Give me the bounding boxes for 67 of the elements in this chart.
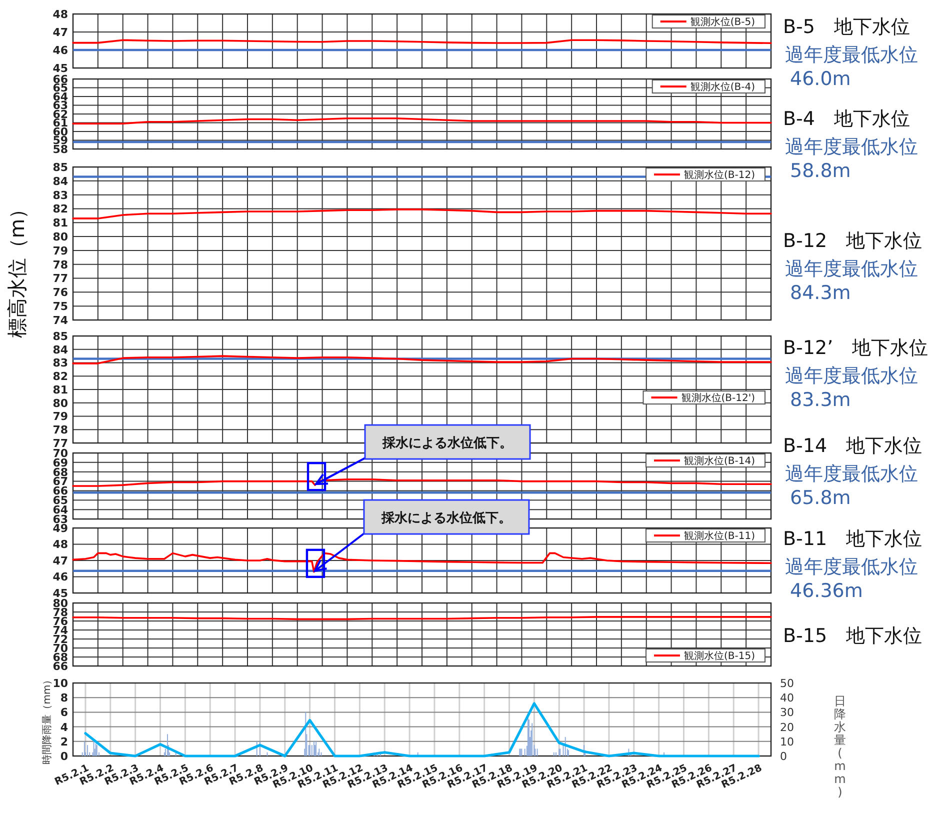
y2-axis-title: 日降水量(mm) bbox=[834, 694, 846, 799]
y-tick-label: 81 bbox=[52, 216, 68, 230]
y-tick-label: 45 bbox=[52, 586, 68, 600]
y-tick-label: 82 bbox=[52, 370, 68, 384]
y-tick-label: 77 bbox=[52, 436, 68, 450]
y2-tick-label: 20 bbox=[780, 720, 794, 734]
text: B-15 地下水位 bbox=[783, 625, 922, 647]
legend-label: 観測水位(B-5) bbox=[690, 16, 756, 28]
text: B-12 地下水位 bbox=[783, 230, 922, 252]
y-tick-label: 79 bbox=[52, 410, 68, 424]
y-tick-label: 78 bbox=[52, 424, 68, 437]
y-tick-label: 78 bbox=[52, 258, 68, 272]
ref-line-label: 過年度最低水位 83.3m bbox=[785, 365, 918, 411]
y-tick-label: 6 bbox=[60, 706, 68, 720]
y-tick-label: 46 bbox=[52, 570, 68, 584]
legend-label: 観測水位(B-12') bbox=[681, 392, 756, 404]
ref-line-label: 過年度最低水位 84.3m bbox=[785, 258, 918, 304]
legend-label: 観測水位(B-11) bbox=[684, 530, 756, 542]
y-tick-label: 77 bbox=[52, 272, 68, 286]
y-tick-label: 47 bbox=[52, 26, 68, 39]
text: B-14 地下水位 bbox=[783, 435, 922, 457]
y-tick-label: 83 bbox=[52, 356, 68, 370]
y-tick-label: 2 bbox=[60, 735, 68, 748]
y-tick-label: 81 bbox=[52, 383, 68, 396]
ref-line-label: 過年度最低水位 65.8m bbox=[785, 463, 918, 509]
y2-tick-label: 40 bbox=[780, 692, 794, 705]
y-tick-label: 76 bbox=[52, 286, 68, 300]
y-tick-label: 47 bbox=[52, 554, 68, 568]
y-tick-label: 4 bbox=[60, 720, 68, 734]
y-tick-label: 82 bbox=[52, 202, 68, 216]
y-tick-label: 83 bbox=[52, 188, 68, 202]
legend-label: 観測水位(B-15) bbox=[684, 650, 756, 662]
y-tick-label: 80 bbox=[52, 230, 68, 244]
ref-line-label: 過年度最低水位 58.8m bbox=[785, 136, 918, 182]
text: B-12’ 地下水位 bbox=[783, 337, 928, 359]
legend-label: 観測水位(B-14) bbox=[684, 455, 756, 467]
ref-line-label: 過年度最低水位 46.0m bbox=[785, 44, 918, 90]
ref-line-label: 過年度最低水位 46.36m bbox=[785, 556, 918, 602]
text: B-4 地下水位 bbox=[783, 108, 910, 130]
y-tick-label: 45 bbox=[52, 62, 68, 75]
y-tick-label: 85 bbox=[52, 160, 68, 174]
y-tick-label: 84 bbox=[52, 343, 68, 356]
y2-tick-label: 0 bbox=[780, 750, 787, 763]
y-tick-label: 74 bbox=[52, 314, 68, 327]
y-tick-label: 75 bbox=[52, 300, 68, 314]
y-tick-label: 10 bbox=[52, 676, 68, 690]
y-tick-label: 80 bbox=[52, 396, 68, 410]
y-tick-label: 48 bbox=[52, 8, 68, 21]
legend-label: 観測水位(B-12) bbox=[684, 169, 756, 181]
y-tick-label: 46 bbox=[52, 44, 68, 57]
text: B-11 地下水位 bbox=[783, 528, 922, 550]
y2-tick-label: 30 bbox=[780, 706, 794, 720]
y-tick-label: 79 bbox=[52, 244, 68, 258]
y-tick-label: 0 bbox=[60, 750, 68, 763]
y-tick-label: 85 bbox=[52, 330, 68, 343]
y-tick-label: 48 bbox=[52, 538, 68, 552]
y-axis-title: 時間降雨量（mm） bbox=[41, 674, 53, 764]
y-tick-label: 8 bbox=[60, 692, 68, 705]
y-axis-title: 標高水位（m） bbox=[5, 198, 29, 338]
legend-label: 観測水位(B-4) bbox=[690, 81, 756, 93]
line-series bbox=[84, 702, 760, 758]
y2-tick-label: 50 bbox=[780, 677, 794, 690]
y2-tick-label: 10 bbox=[780, 735, 794, 748]
y-tick-label: 84 bbox=[52, 174, 68, 188]
text: B-5 地下水位 bbox=[783, 16, 910, 38]
annotation: 採水による水位低下。 bbox=[382, 436, 513, 451]
annotation: 採水による水位低下。 bbox=[380, 511, 512, 526]
